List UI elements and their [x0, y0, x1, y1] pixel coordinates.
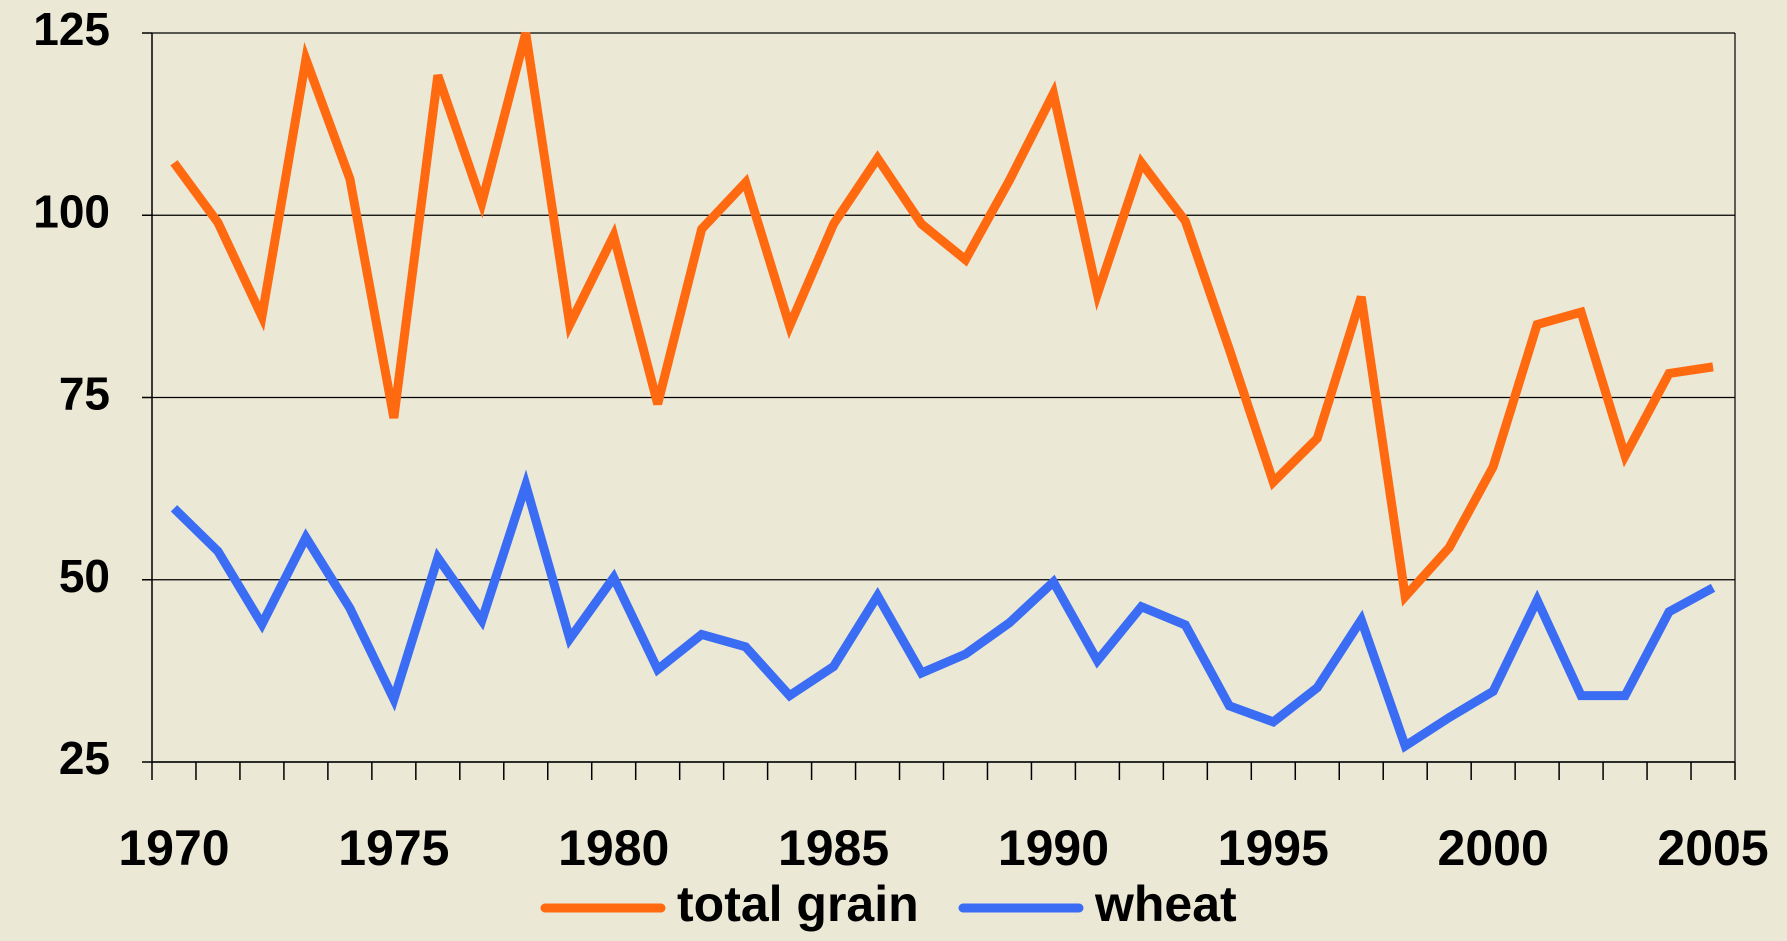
- y-tick-label: 25: [59, 732, 110, 784]
- data-line: [170, 31, 1714, 607]
- legend-label: wheat: [1094, 876, 1237, 932]
- y-tick-label: 100: [33, 185, 110, 237]
- data-line: [170, 469, 1716, 753]
- y-tick-label: 75: [59, 368, 110, 420]
- x-tick-label: 1990: [998, 820, 1109, 876]
- x-tick-label: 2005: [1657, 820, 1768, 876]
- x-tick-label: 1980: [558, 820, 669, 876]
- legend-label: total grain: [677, 876, 919, 932]
- x-tick-label: 1975: [338, 820, 449, 876]
- x-tick-label: 1985: [778, 820, 889, 876]
- y-tick-label: 50: [59, 550, 110, 602]
- y-tick-label: 125: [33, 3, 110, 55]
- x-tick-label: 1995: [1218, 820, 1329, 876]
- x-tick-label: 1970: [118, 820, 229, 876]
- x-tick-label: 2000: [1438, 820, 1549, 876]
